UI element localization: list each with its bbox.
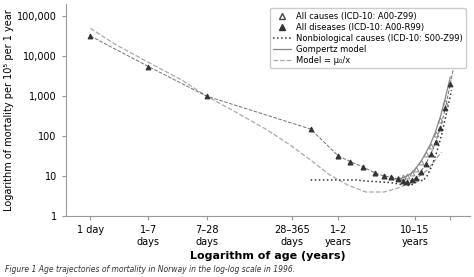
Text: Figure 1 Age trajectories of mortality in Norway in the log-log scale in 1996.: Figure 1 Age trajectories of mortality i… [5,265,295,274]
Y-axis label: Logarithm of mortality per 10⁵ per 1 year: Logarithm of mortality per 10⁵ per 1 yea… [4,9,14,211]
X-axis label: Logarithm of age (years): Logarithm of age (years) [190,251,346,261]
Legend: All causes (ICD-10: A00-Z99), All diseases (ICD-10: A00-R99), Nonbiological caus: All causes (ICD-10: A00-Z99), All diseas… [270,8,465,68]
